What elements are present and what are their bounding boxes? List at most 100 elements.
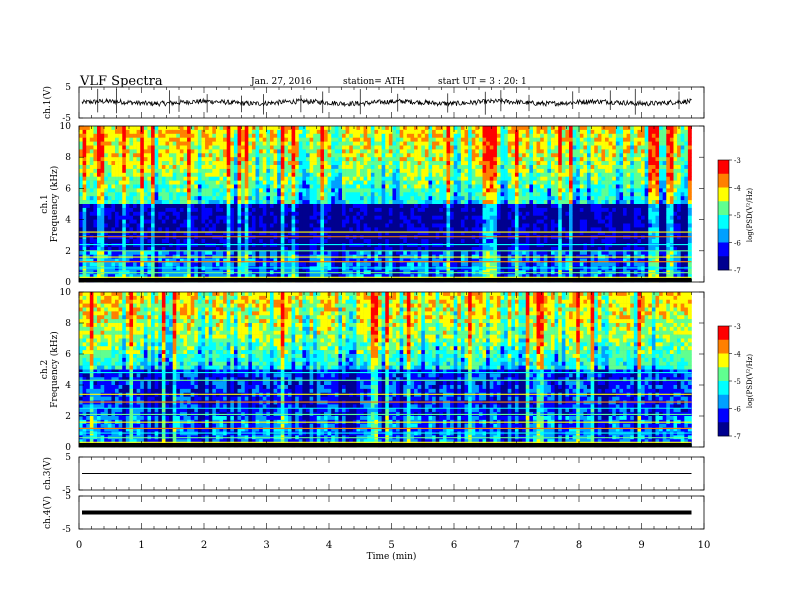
- spectrogram-cell: [619, 211, 624, 216]
- spectrogram-cell: [605, 192, 609, 197]
- spectrogram-cell: [161, 211, 166, 216]
- spectrogram-cell: [439, 180, 444, 185]
- spectrogram-cell: [233, 211, 238, 216]
- spectrogram-cell: [107, 219, 112, 224]
- spectrogram-cell: [140, 204, 145, 209]
- spectrogram-cell: [439, 215, 444, 220]
- spectrogram-cell: [486, 215, 491, 220]
- spectrogram-cell: [320, 168, 325, 174]
- spectrogram-cell: [680, 168, 685, 174]
- spectrogram-cell: [500, 133, 505, 138]
- spectrogram-cell: [201, 176, 206, 181]
- spectrogram-cell: [370, 145, 375, 150]
- spectrogram-cell: [507, 184, 512, 189]
- spectrogram-cell: [169, 137, 173, 142]
- spectrogram-cell: [576, 126, 581, 131]
- spectrogram-cell: [569, 149, 573, 154]
- spectrogram-cell: [464, 161, 469, 166]
- spectrogram-cell: [356, 168, 361, 174]
- spectrogram-cell: [136, 149, 141, 154]
- spectrogram-cell: [522, 126, 527, 131]
- spectrogram-cell: [504, 172, 509, 177]
- spectrogram-cell: [100, 141, 105, 146]
- spectrogram-cell: [464, 157, 469, 162]
- spectrogram-cell: [205, 184, 209, 189]
- spectrogram-cell: [439, 204, 444, 209]
- spectrogram-cell: [385, 223, 390, 228]
- spectrogram-cell: [579, 141, 584, 146]
- spectrogram-cell: [457, 207, 462, 213]
- spectrogram-cell: [352, 184, 357, 189]
- spectrogram-cell: [79, 227, 83, 232]
- spectrogram-cell: [662, 215, 667, 220]
- spectrogram-cell: [583, 184, 588, 189]
- spectrogram-cell: [579, 211, 584, 216]
- spectrogram-cell: [223, 219, 228, 224]
- spectrogram-cell: [97, 211, 101, 216]
- spectrogram-cell: [569, 207, 573, 213]
- spectrogram-cell: [677, 180, 681, 185]
- spectrogram-cell: [504, 126, 509, 131]
- spectrogram-cell: [550, 211, 555, 216]
- spectrogram-cell: [572, 227, 577, 232]
- spectrogram-cell: [190, 129, 195, 135]
- spectrogram-cell: [143, 215, 148, 220]
- spectrogram-cell: [421, 141, 426, 146]
- spectrogram-cell: [100, 184, 105, 189]
- spectrogram-cell: [154, 137, 159, 142]
- spectrogram-cell: [349, 168, 354, 174]
- spectrogram-cell: [334, 219, 339, 224]
- spectrogram-cell: [673, 204, 678, 209]
- spectrogram-cell: [205, 137, 209, 142]
- spectrogram-cell: [532, 211, 537, 216]
- spectrogram-cell: [619, 200, 624, 205]
- spectrogram-cell: [612, 188, 617, 193]
- spectrogram-cell: [158, 180, 163, 185]
- spectrogram-cell: [680, 184, 685, 189]
- spectrogram-cell: [266, 168, 271, 174]
- spectrogram-cell: [543, 211, 548, 216]
- spectrogram-cell: [687, 207, 692, 213]
- spectrogram-cell: [644, 157, 649, 162]
- spectrogram-cell: [648, 200, 653, 205]
- spectrogram-cell: [529, 149, 534, 154]
- spectrogram-cell: [298, 215, 303, 220]
- spectrogram-cell: [572, 129, 577, 135]
- spectrogram-cell: [89, 153, 94, 158]
- spectrogram-cell: [230, 188, 235, 193]
- spectrogram-cell: [280, 196, 285, 201]
- spectrogram-cell: [601, 168, 606, 174]
- spectrogram-cell: [504, 188, 509, 193]
- spectrogram-cell: [187, 231, 191, 236]
- spectrogram-cell: [442, 126, 447, 131]
- spectrogram-cell: [381, 168, 386, 174]
- spectrogram-cell: [334, 149, 339, 154]
- spectrogram-cell: [259, 161, 264, 166]
- spectrogram-cell: [374, 215, 379, 220]
- spectrogram-cell: [208, 207, 213, 213]
- spectrogram-cell: [287, 219, 292, 224]
- spectrogram-cell: [464, 145, 469, 150]
- spectrogram-cell: [122, 207, 127, 213]
- spectrogram-cell: [259, 192, 264, 197]
- spectrogram-cell: [230, 184, 235, 189]
- spectrogram-cell: [133, 137, 137, 142]
- spectrogram-cell: [107, 129, 112, 135]
- spectrogram-cell: [161, 126, 166, 131]
- spectrogram-cell: [154, 141, 159, 146]
- spectrogram-cell: [630, 180, 635, 185]
- spectrogram-cell: [194, 145, 199, 150]
- spectrogram-cell: [82, 157, 87, 162]
- spectrogram-cell: [612, 211, 617, 216]
- spectrogram-cell: [619, 149, 624, 154]
- spectrogram-cell: [280, 207, 285, 213]
- spectrogram-cell: [446, 192, 451, 197]
- spectrogram-cell: [684, 168, 689, 174]
- spectrogram-cell: [475, 126, 480, 131]
- spectrogram-cell: [244, 137, 249, 142]
- spectrogram-cell: [230, 200, 235, 205]
- spectrogram-cell: [248, 180, 253, 185]
- spectrogram-cell: [651, 180, 656, 185]
- spectrogram-cell: [633, 165, 638, 170]
- spectrogram-cell: [385, 149, 390, 154]
